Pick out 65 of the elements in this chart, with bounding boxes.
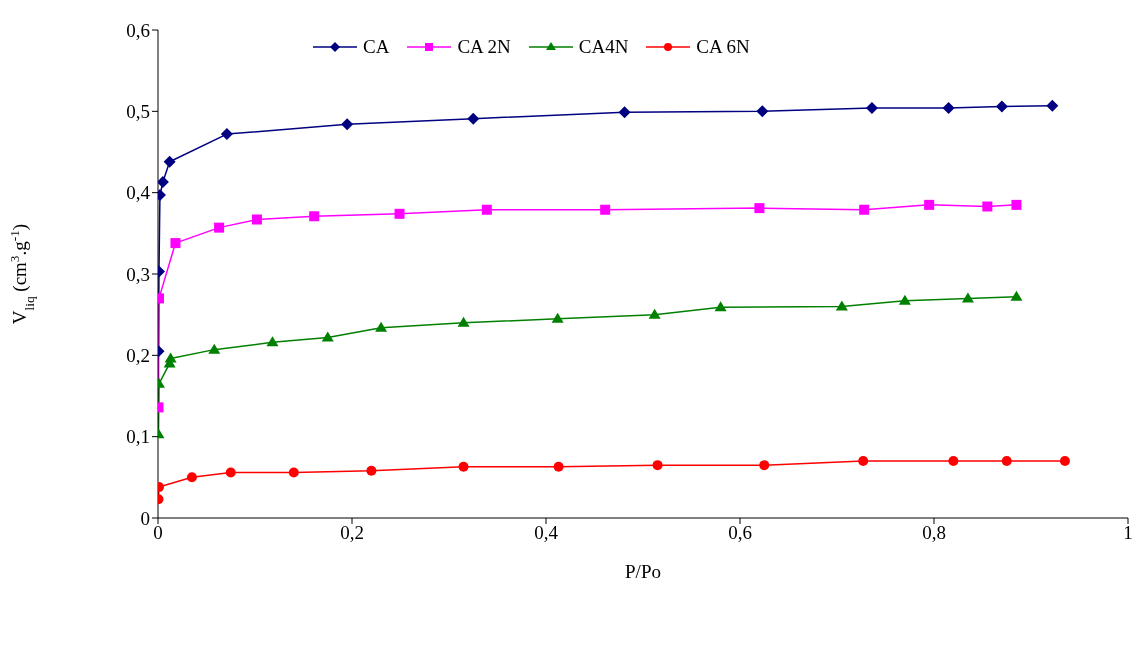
point xyxy=(948,456,959,467)
y-tick-label: 0,2 xyxy=(126,345,150,367)
y-tick-label: 0,1 xyxy=(126,426,150,448)
y-tick-label: 0,3 xyxy=(126,263,150,285)
point xyxy=(366,465,377,476)
point xyxy=(859,204,870,215)
point xyxy=(865,102,878,115)
point xyxy=(1001,456,1012,467)
x-tick-label: 0,8 xyxy=(922,522,946,544)
point xyxy=(1011,199,1022,210)
legend-label: CA xyxy=(363,36,390,58)
point xyxy=(164,352,177,363)
y-tick-label: 0,6 xyxy=(126,19,150,41)
y-tick-label: 0 xyxy=(140,507,150,529)
point xyxy=(481,204,492,215)
point xyxy=(225,467,236,478)
point xyxy=(321,331,334,342)
point xyxy=(600,204,611,215)
y-tick-label: 0,4 xyxy=(126,182,151,204)
legend-label: CA 6N xyxy=(696,36,750,58)
point xyxy=(759,460,770,471)
point xyxy=(288,467,299,478)
point xyxy=(170,238,181,249)
x-tick-label: 0,2 xyxy=(340,522,364,544)
point xyxy=(1046,99,1059,112)
point xyxy=(756,105,769,118)
x-axis-title: P/Po xyxy=(625,561,661,582)
point xyxy=(220,128,233,141)
point xyxy=(754,203,765,214)
point xyxy=(982,201,993,212)
point xyxy=(158,176,169,189)
point xyxy=(714,301,727,312)
point xyxy=(186,472,197,483)
point xyxy=(214,222,225,233)
point xyxy=(835,300,848,311)
point xyxy=(898,294,911,305)
point xyxy=(375,321,388,332)
point xyxy=(394,208,405,219)
x-tick-label: 0,6 xyxy=(728,522,752,544)
legend-label: CA 2N xyxy=(457,36,511,58)
point xyxy=(266,336,279,347)
point xyxy=(858,456,869,467)
point xyxy=(1059,456,1070,467)
point xyxy=(618,106,631,119)
point xyxy=(995,100,1008,113)
point xyxy=(553,461,564,472)
point xyxy=(341,118,354,131)
point xyxy=(652,460,663,471)
y-tick-label: 0,5 xyxy=(126,101,150,123)
x-tick-label: 0,4 xyxy=(534,522,559,544)
point xyxy=(458,461,469,472)
point xyxy=(942,102,955,115)
point xyxy=(551,312,564,323)
point xyxy=(467,112,480,125)
point xyxy=(1010,290,1023,301)
point xyxy=(648,308,661,319)
point xyxy=(208,343,221,354)
x-tick-label: 1 xyxy=(1123,522,1133,544)
point xyxy=(961,292,974,303)
point xyxy=(251,214,262,225)
point xyxy=(457,316,470,327)
legend-label: CA4N xyxy=(578,36,629,58)
point xyxy=(309,211,320,222)
point xyxy=(924,199,935,210)
point xyxy=(163,155,176,168)
